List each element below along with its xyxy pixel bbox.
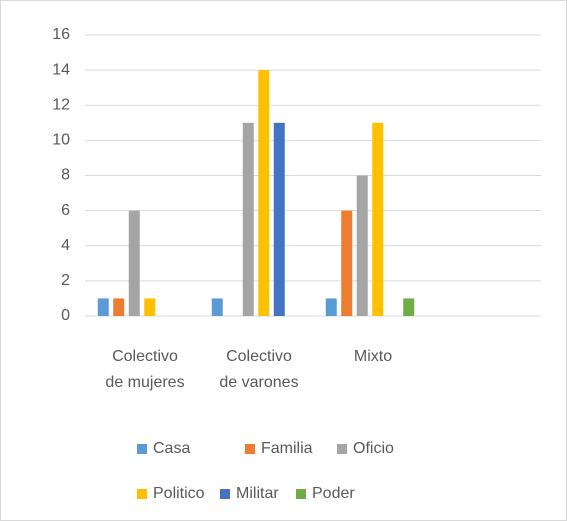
- legend-label: Oficio: [353, 440, 394, 457]
- y-tick-label: 2: [61, 272, 70, 289]
- legend-label: Militar: [236, 485, 279, 502]
- bar: [113, 298, 125, 316]
- y-tick-label: 6: [61, 202, 70, 219]
- legend-swatch: [137, 444, 147, 454]
- bar: [128, 210, 140, 316]
- y-tick-label: 0: [61, 307, 70, 324]
- legend-swatch: [296, 489, 306, 499]
- bar: [372, 122, 384, 316]
- y-tick-label: 12: [52, 96, 70, 113]
- bar: [258, 70, 270, 316]
- legend-label: Familia: [261, 440, 313, 457]
- bar: [211, 298, 223, 316]
- legend-swatch: [137, 489, 147, 499]
- legend-label: Politico: [153, 485, 205, 502]
- x-tick-label: Mixto: [354, 348, 392, 365]
- legend-swatch: [245, 444, 255, 454]
- x-tick-label: Colectivo de varones: [219, 348, 298, 391]
- legend-swatch: [337, 444, 347, 454]
- bar: [242, 122, 254, 316]
- bar: [144, 298, 156, 316]
- bar: [273, 122, 285, 316]
- x-tick-label: Colectivo de mujeres: [105, 348, 184, 391]
- bar: [97, 298, 109, 316]
- y-tick-label: 16: [52, 26, 70, 43]
- legend-label: Casa: [153, 440, 190, 457]
- bar: [341, 210, 353, 316]
- legend-swatch: [220, 489, 230, 499]
- legend-label: Poder: [312, 485, 355, 502]
- y-tick-label: 8: [61, 167, 70, 184]
- y-tick-label: 14: [52, 61, 70, 78]
- bar: [403, 298, 415, 316]
- bar: [356, 175, 368, 316]
- y-tick-label: 4: [61, 237, 70, 254]
- y-tick-label: 10: [52, 132, 70, 149]
- bar: [325, 298, 337, 316]
